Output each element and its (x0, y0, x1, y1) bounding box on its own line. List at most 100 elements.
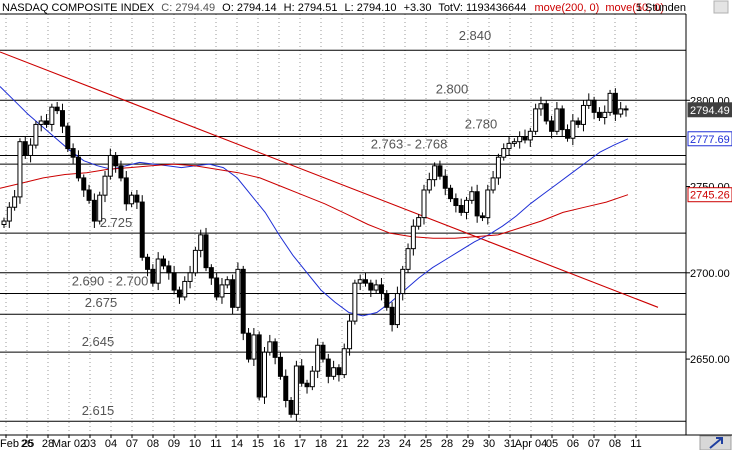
trendline (0, 51, 659, 308)
candle-body-up (394, 293, 400, 326)
candle-body-down (299, 365, 305, 384)
candle-body-down (437, 165, 443, 177)
candle (59, 103, 65, 134)
candle-body-up (97, 194, 103, 222)
candle (113, 152, 119, 173)
candle-body-down (304, 382, 310, 388)
candle (437, 160, 443, 180)
candle-body-down (203, 234, 209, 269)
candle-body-up (1, 220, 7, 225)
candle-body-up (198, 234, 204, 251)
candle-body-down (277, 356, 283, 377)
candle-body-up (538, 103, 544, 110)
candle-body-up (187, 272, 193, 282)
settings-corner-button[interactable] (713, 0, 729, 14)
badge-ma50-label: 2777.69 (690, 134, 730, 146)
candle (102, 171, 108, 203)
candle-body-down (113, 154, 119, 167)
candle (570, 114, 576, 146)
candle (107, 148, 113, 180)
x-tick-label: 11 (630, 438, 641, 450)
scroll-corner-button[interactable] (699, 435, 732, 451)
candle (230, 274, 236, 315)
candle (543, 100, 549, 125)
candle (256, 331, 262, 401)
candle-body-up (49, 106, 55, 125)
candle (347, 314, 353, 356)
candle (400, 265, 406, 301)
candle-body-down (458, 205, 464, 213)
candle-body-down (575, 120, 581, 125)
candle (341, 343, 347, 379)
candle-body-up (527, 130, 533, 141)
candle-body-up (129, 194, 135, 205)
x-tick-label: 17 (294, 438, 306, 450)
candle-body-down (612, 92, 618, 115)
candle (384, 290, 390, 311)
candle (240, 265, 246, 341)
candle (208, 264, 214, 285)
x-tick-label: 30 (483, 438, 495, 450)
candle-body-up (469, 191, 475, 201)
candle-body-down (160, 258, 166, 267)
candle (139, 195, 145, 261)
candle-body-up (533, 108, 539, 132)
candle-body-up (219, 284, 225, 298)
x-tick-label: 18 (315, 438, 327, 450)
candle-body-down (442, 175, 448, 189)
candle (251, 328, 257, 366)
x-tick-label: 04 (105, 438, 117, 450)
candle-body-down (288, 399, 294, 415)
candle (549, 115, 555, 139)
x-tick-label: 10 (189, 438, 201, 450)
candle-body-up (432, 165, 438, 181)
header-ma50: move(50, 0) (605, 2, 664, 14)
x-tick-label: 29 (462, 438, 474, 450)
candle-body-up (182, 280, 188, 298)
x-tick-label: 22 (357, 438, 369, 450)
candle-body-up (38, 120, 44, 125)
candle-body-down (171, 272, 177, 291)
candle (559, 105, 565, 137)
candle (607, 89, 613, 116)
candle (596, 107, 602, 121)
candle (453, 193, 459, 213)
candle (277, 352, 283, 380)
candle-body-down (230, 279, 236, 308)
x-tick-label: 23 (378, 438, 390, 450)
x-tick-label: 25 (420, 438, 432, 450)
candle-body-down (145, 256, 151, 270)
candle (12, 189, 18, 211)
chart-header: NASDAQ COMPOSITE INDEX C: 2794.49 O: 279… (2, 2, 686, 14)
candle (33, 120, 39, 149)
ma200-line (0, 163, 629, 239)
candle-body-down (549, 120, 555, 132)
candle (458, 198, 464, 216)
candle (432, 162, 438, 187)
candle (22, 136, 28, 159)
level-label: 2.645 (82, 334, 115, 349)
candle-body-down (522, 136, 528, 141)
candle (373, 279, 379, 294)
candle (203, 227, 209, 272)
candle-body-up (28, 144, 34, 156)
candle (309, 365, 315, 391)
candle (1, 217, 7, 228)
candle (38, 115, 44, 132)
candle-body-up (251, 334, 257, 360)
candle-body-down (474, 191, 480, 217)
candle-body-down (81, 177, 87, 191)
x-tick-label: Apr 04 (515, 438, 547, 450)
candle (554, 101, 560, 135)
candle (315, 338, 321, 379)
candle-body-down (86, 189, 92, 201)
candle-body-up (580, 104, 586, 125)
candle (485, 184, 491, 225)
candle-body-down (389, 306, 395, 326)
candle-body-down (479, 215, 485, 219)
candle (182, 276, 188, 301)
candle (565, 124, 571, 142)
candle-body-up (341, 348, 347, 376)
candle-body-up (102, 175, 108, 196)
candle-body-down (44, 120, 50, 125)
